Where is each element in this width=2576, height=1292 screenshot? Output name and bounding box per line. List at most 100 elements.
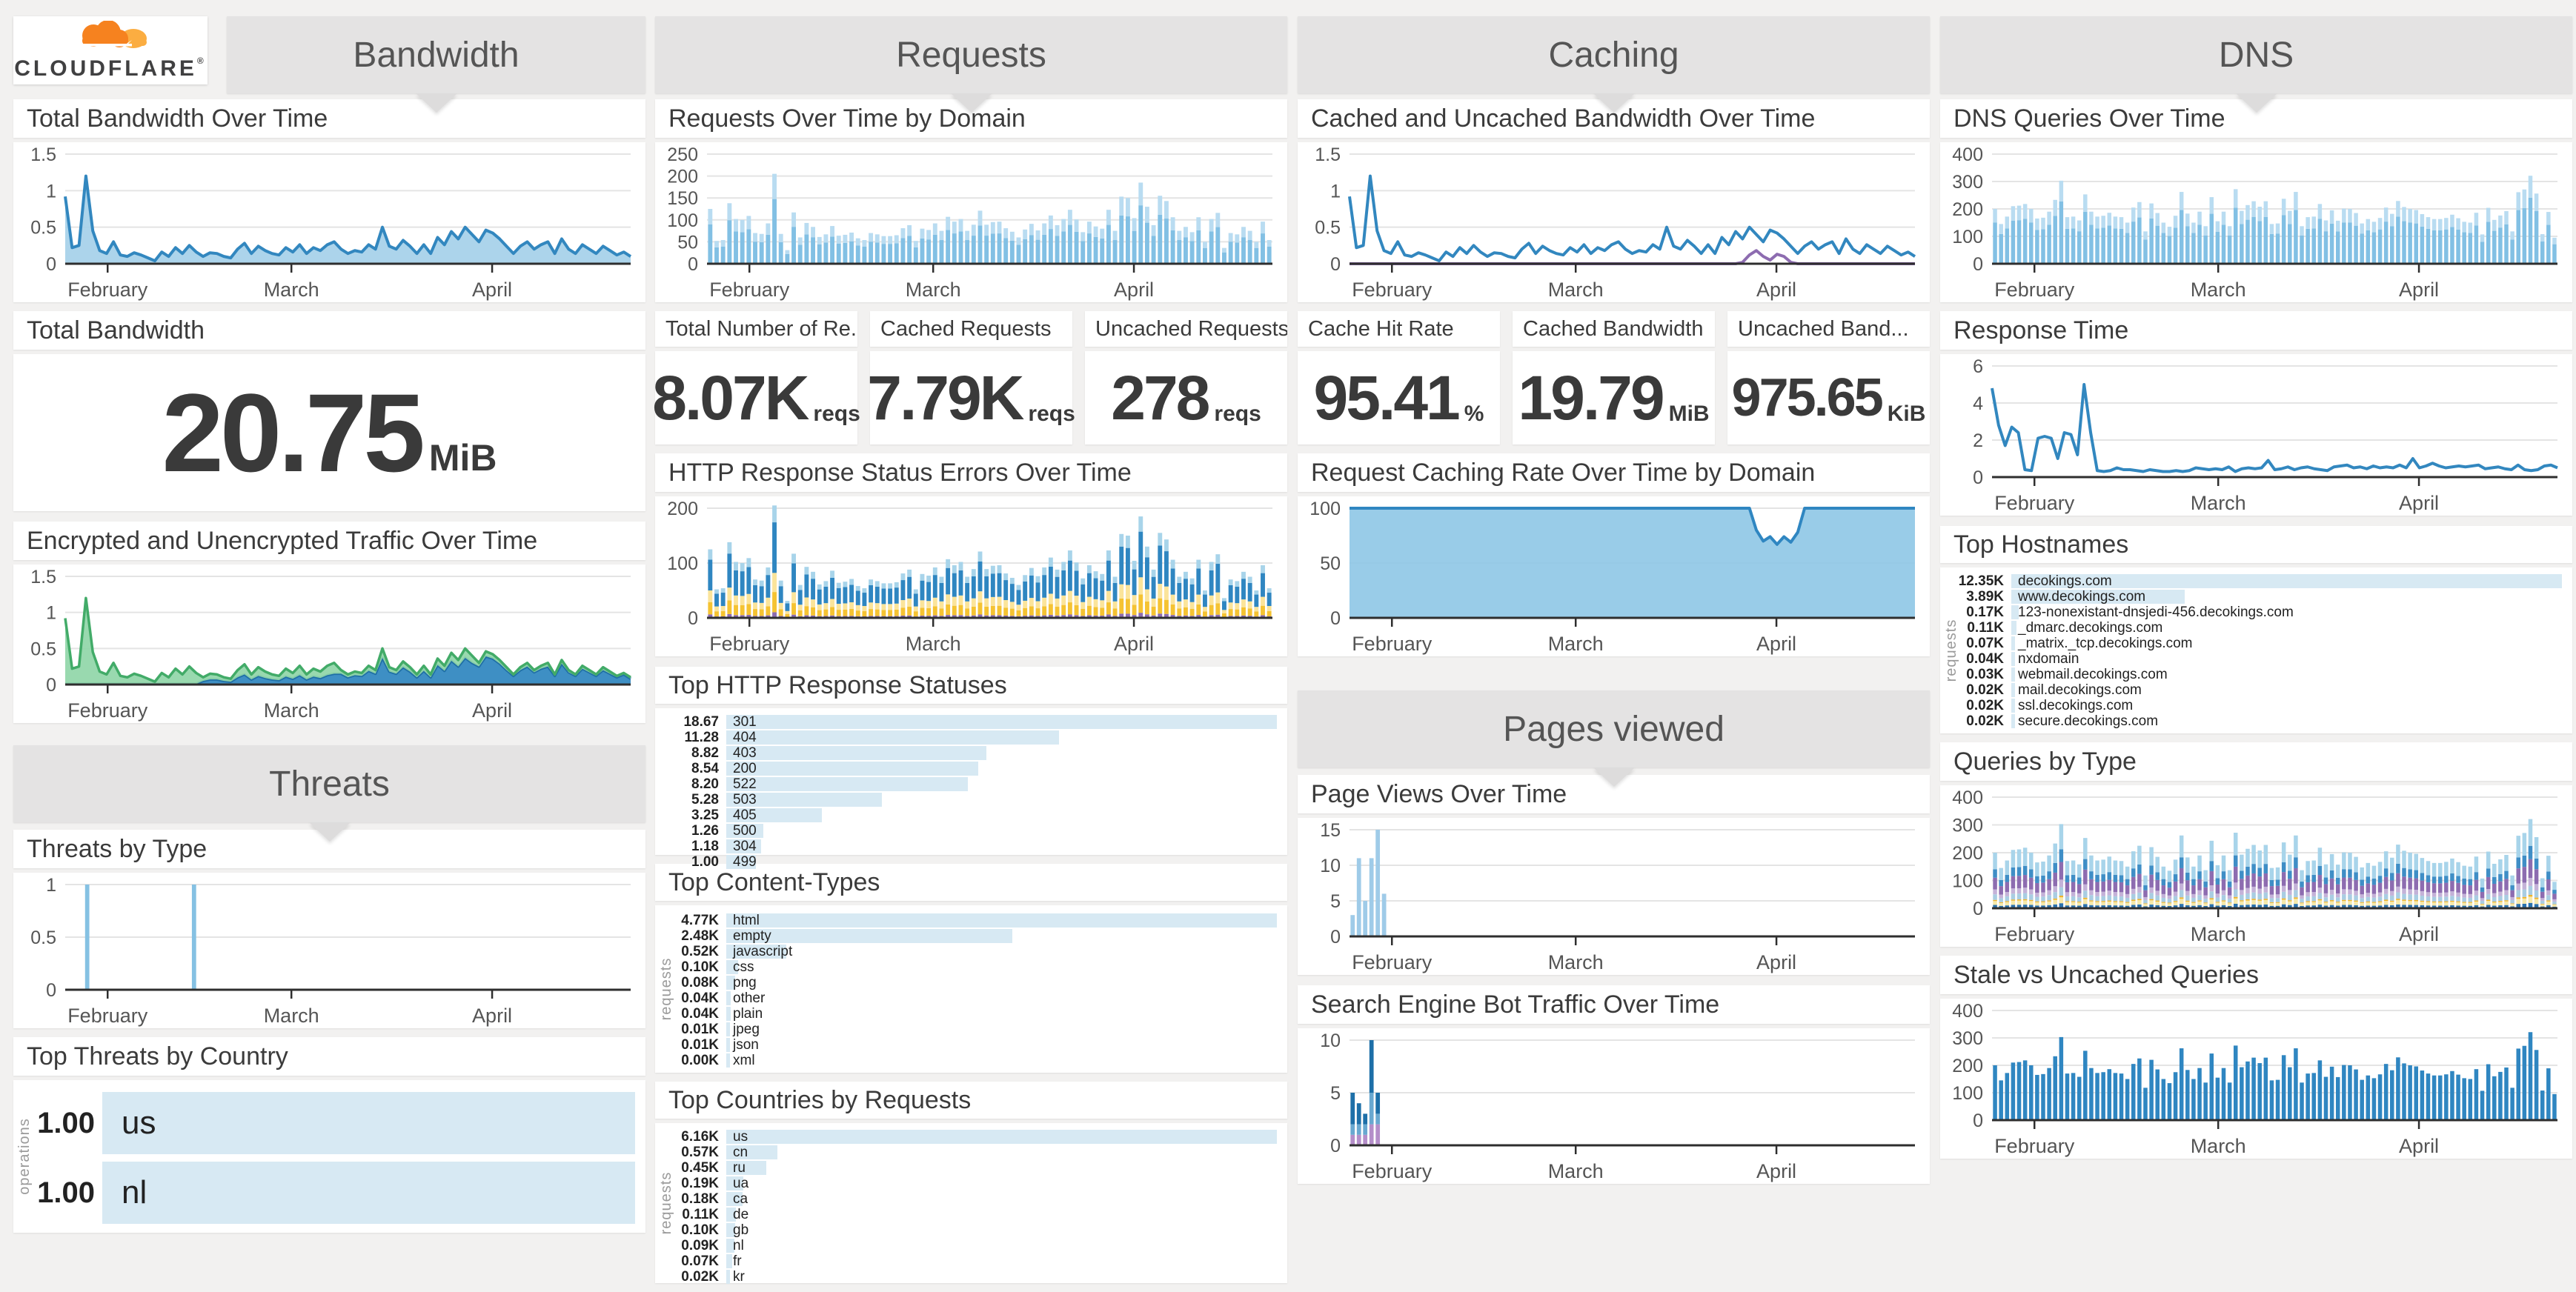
row-label: de <box>733 1206 749 1222</box>
row-bar <box>726 715 1277 729</box>
svg-text:April: April <box>2399 923 2439 945</box>
card-top-statuses: Top HTTP Response Statuses 18.67 301 11.28… <box>655 667 1287 870</box>
row-value: 0.10K <box>681 1222 719 1238</box>
top-content-types-list: 4.77K html 2.48K empty 0.52K javascript 0.10K c… <box>655 905 1287 1073</box>
svg-text:5: 5 <box>1330 891 1341 912</box>
svg-text:100: 100 <box>1309 499 1341 519</box>
row-bar <box>726 793 883 807</box>
row-value: 8.82 <box>691 745 719 761</box>
column-dns: DNS DNS Queries Over Time 0 100 200 300 400 F… <box>1940 0 2572 1168</box>
list-row: 0.01K jpeg <box>655 1022 1287 1037</box>
row-bar <box>726 730 1059 745</box>
cached-requests-unit: reqs <box>1028 402 1075 426</box>
row-bar <box>726 855 756 869</box>
page-views-chart[interactable]: 0 5 10 15 February March April <box>1298 818 1930 975</box>
section-pointer-icon <box>1593 767 1635 787</box>
svg-text:200: 200 <box>1952 199 1983 220</box>
dns-queries-chart[interactable]: 0 100 200 300 400 February March April <box>1940 142 2572 302</box>
total-requests-unit: reqs <box>813 402 860 426</box>
bot-traffic-chart[interactable]: 0 5 10 February March April <box>1298 1028 1930 1184</box>
row-bar <box>726 808 823 822</box>
row-bar <box>2011 714 2015 728</box>
top-statuses-list: 18.67 301 11.28 404 8.82 403 8.54 200 8.20 522 5.2… <box>655 708 1287 870</box>
section-header-dns: DNS <box>1940 16 2572 113</box>
row-label: decokings.com <box>2018 573 2112 589</box>
list-row: 1.26 500 <box>655 823 1287 839</box>
svg-text:5: 5 <box>1330 1083 1341 1104</box>
row-label: other <box>733 990 766 1006</box>
card-http-errors: HTTP Response Status Errors Over Time 0 1… <box>655 453 1287 656</box>
section-title: Requests <box>896 35 1046 75</box>
svg-text:10: 10 <box>1320 856 1341 876</box>
card-bot-traffic: Search Engine Bot Traffic Over Time 0 5 10… <box>1298 985 1930 1184</box>
svg-text:0.5: 0.5 <box>30 218 56 239</box>
row-value: 8.20 <box>691 776 719 792</box>
list-row: 0.52K javascript <box>655 944 1287 959</box>
encrypted-traffic-chart[interactable]: 0 0.5 1 1.5 February March April <box>13 565 645 723</box>
row-value: 0.10K <box>681 959 719 975</box>
list-row: 0.19K ua <box>655 1176 1287 1191</box>
cloudflare-wordmark: CLOUDFLARE ® <box>14 56 207 81</box>
list-row: 0.45K ru <box>655 1160 1287 1176</box>
svg-text:0: 0 <box>1973 254 1983 275</box>
cloudflare-logo[interactable]: CLOUDFLARE ® <box>13 16 208 84</box>
list-row: 0.07K fr <box>655 1253 1287 1269</box>
svg-text:0: 0 <box>1330 608 1341 629</box>
svg-text:February: February <box>1994 279 2075 301</box>
row-value: 0.02K <box>681 1268 719 1285</box>
row-value: 1.26 <box>691 822 719 839</box>
http-errors-chart[interactable]: 0 100 200 February March April <box>655 496 1287 656</box>
row-bar <box>726 1192 743 1206</box>
threats-by-type-chart[interactable]: 0 0.5 1 February March April <box>13 873 645 1028</box>
svg-text:200: 200 <box>1952 843 1983 864</box>
row-label: 404 <box>733 729 757 745</box>
list-row: 3.25 405 <box>655 808 1287 823</box>
stale-uncached-chart[interactable]: 0 100 200 300 400 February March April <box>1940 999 2572 1159</box>
row-label: nl <box>122 1174 147 1211</box>
list-row: 0.02K ssl.decokings.com <box>1940 698 2572 713</box>
card-total-bandwidth: Total Bandwidth 20.75 MiB <box>13 311 645 511</box>
svg-text:0.5: 0.5 <box>1315 218 1341 239</box>
requests-over-time-chart[interactable]: 0 50 100 150 200 250 February March April <box>655 142 1287 302</box>
svg-text:100: 100 <box>1952 227 1983 247</box>
card-request-caching-rate: Request Caching Rate Over Time by Domain… <box>1298 453 1930 656</box>
registered-mark: ® <box>196 56 207 66</box>
total-requests-value: 8.07K <box>652 363 809 433</box>
svg-text:1: 1 <box>46 603 56 624</box>
uncached-bandwidth-stat: 975.65 KiB <box>1727 351 1930 444</box>
section-header-bandwidth: Bandwidth <box>227 16 645 113</box>
row-value: 8.54 <box>691 760 719 776</box>
row-bar <box>726 746 986 760</box>
section-header-threats: Threats <box>13 745 645 842</box>
card-requests-over-time: Requests Over Time by Domain 0 50 100 150 20… <box>655 99 1287 302</box>
total-bandwidth-over-time-chart[interactable]: 0 0.5 1 1.5 February March April <box>13 142 645 302</box>
response-time-chart[interactable]: 0 2 4 6 February March April <box>1940 354 2572 516</box>
section-title: Bandwidth <box>353 35 519 75</box>
row-bar <box>726 929 1013 943</box>
card-title: Cached and Uncached Bandwidth Over Time <box>1298 99 1930 138</box>
row-bar <box>726 1239 734 1253</box>
list-row: 0.10K gb <box>655 1222 1287 1238</box>
row-value: 0.57K <box>681 1144 719 1160</box>
list-row: 0.02K mail.decokings.com <box>1940 682 2572 698</box>
row-label: javascript <box>733 943 793 959</box>
row-bar <box>2011 683 2015 697</box>
top-threats-by-country-list: 1.00 us 1.00 nl operations <box>13 1080 645 1233</box>
row-bar <box>726 960 738 974</box>
list-row: 8.82 403 <box>655 745 1287 761</box>
row-value: 4.77K <box>681 912 719 928</box>
bandwidth-topbar: CLOUDFLARE ® Bandwidth <box>13 16 645 113</box>
request-caching-rate-chart[interactable]: 0 50 100 February March April <box>1298 496 1930 656</box>
row-value: 0.11K <box>682 1206 719 1222</box>
cached-uncached-bw-chart[interactable]: 0 0.5 1 1.5 February March April <box>1298 142 1930 302</box>
axis-unit-label: requests <box>1943 619 1959 682</box>
list-row: 0.03K webmail.decokings.com <box>1940 667 2572 682</box>
card-title: Top Threats by Country <box>13 1037 645 1076</box>
svg-text:15: 15 <box>1320 820 1341 841</box>
axis-unit-label: requests <box>658 957 674 1021</box>
svg-text:400: 400 <box>1952 144 1983 165</box>
list-row: 0.00K xml <box>655 1053 1287 1068</box>
uncached-requests-unit: reqs <box>1214 402 1261 426</box>
svg-text:4: 4 <box>1973 393 1983 414</box>
queries-by-type-chart[interactable]: 0 100 200 300 400 February March April <box>1940 785 2572 947</box>
